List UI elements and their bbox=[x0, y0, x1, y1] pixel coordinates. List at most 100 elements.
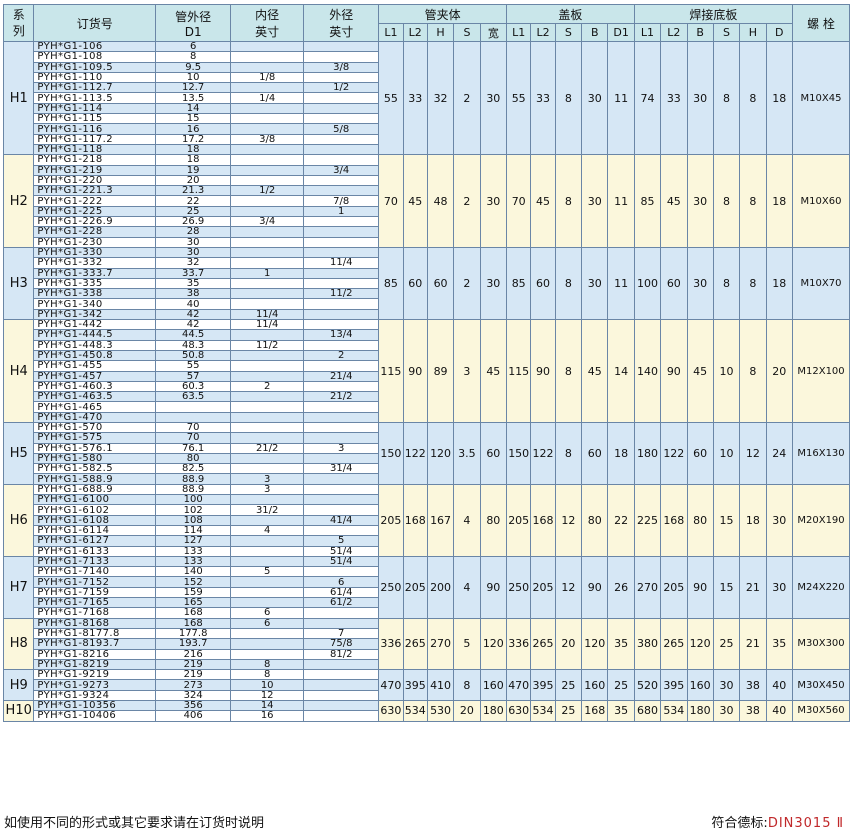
dimension-cell: 85 bbox=[633, 154, 662, 248]
pipe-od-cell: 12.7 bbox=[155, 82, 232, 94]
dimension-cell: 80 bbox=[686, 483, 714, 557]
pipe-od-cell: 44.5 bbox=[155, 329, 232, 341]
outer-dia-cell bbox=[303, 617, 380, 629]
dimension-cell: 90 bbox=[479, 555, 508, 619]
outer-dia-cell bbox=[303, 524, 380, 537]
inner-dia-cell bbox=[230, 277, 305, 290]
order-code-cell: PYH*G1-7168 bbox=[33, 607, 157, 619]
table-row: PYH*G1-575 70 bbox=[4, 432, 850, 444]
dimension-cell: 32 bbox=[426, 40, 455, 156]
dimension-cell: 30 bbox=[581, 40, 609, 156]
table-row: PYH*G1-112.7 12.7 1/2 bbox=[4, 82, 850, 94]
order-code-cell: PYH*G1-8177.8 bbox=[33, 627, 157, 640]
order-code-cell: PYH*G1-108 bbox=[33, 51, 157, 63]
dimension-cell: 534 bbox=[660, 700, 688, 722]
outer-dia-cell: 51/4 bbox=[303, 545, 380, 557]
table-row: H8 PYH*G1-8168 168 6 336 265 270 5 120 336 265 20 12… bbox=[2, 617, 850, 671]
dimension-cell: 12 bbox=[554, 483, 583, 557]
series-cell: H5 bbox=[2, 421, 35, 485]
bolt-cell: M30X450 bbox=[792, 669, 850, 701]
table-row: PYH*G1-108 8 bbox=[4, 51, 850, 63]
outer-dia-cell: 21/2 bbox=[303, 391, 380, 403]
pipe-od-cell: 168 bbox=[155, 617, 232, 629]
inner-dia-cell bbox=[230, 545, 305, 557]
order-code-cell: PYH*G1-335 bbox=[33, 277, 157, 290]
inner-dia-cell bbox=[230, 391, 305, 403]
table-row: H6 PYH*G1-688.9 88.9 3 205 168 167 4 80 205 168 12 8… bbox=[2, 483, 850, 557]
dimension-cell: 60 bbox=[426, 246, 455, 321]
order-code-cell: PYH*G1-8219 bbox=[33, 658, 157, 671]
table-row: PYH*G1-7165 165 61/2 bbox=[4, 597, 850, 609]
dimension-cell: 122 bbox=[530, 421, 556, 485]
dimension-cell: 89 bbox=[426, 319, 455, 423]
order-code-cell: PYH*G1-110 bbox=[33, 71, 157, 84]
table-row: PYH*G1-6114 114 4 bbox=[4, 524, 850, 537]
bolt-cell: M16X130 bbox=[792, 421, 850, 485]
order-code-cell: PYH*G1-225 bbox=[33, 205, 157, 218]
pipe-od-cell: 80 bbox=[155, 452, 232, 465]
outer-dia-cell: 81/2 bbox=[303, 648, 380, 660]
outer-dia-cell: 11/2 bbox=[303, 288, 380, 300]
outer-dia-cell bbox=[303, 102, 380, 115]
table-row: PYH*G1-332 32 11/4 bbox=[4, 257, 850, 269]
table-row: PYH*G1-8177.8 177.8 7 bbox=[4, 627, 850, 640]
inner-dia-cell: 3/4 bbox=[230, 216, 305, 228]
dimension-cell: 18 bbox=[765, 154, 794, 248]
dimension-cell: 45 bbox=[581, 319, 609, 423]
inner-dia-cell: 8 bbox=[230, 669, 305, 681]
inner-dia-cell bbox=[230, 329, 305, 341]
dimension-cell: 168 bbox=[530, 483, 556, 557]
dimension-cell: 85 bbox=[506, 246, 532, 321]
dimension-cell: 250 bbox=[378, 555, 404, 619]
dimension-cell: 24 bbox=[765, 421, 794, 485]
order-code-cell: PYH*G1-444.5 bbox=[33, 329, 157, 341]
outer-dia-cell: 6 bbox=[303, 576, 380, 588]
order-code-cell: PYH*G1-7152 bbox=[33, 576, 157, 588]
dimension-cell: 30 bbox=[765, 555, 794, 619]
dimension-cell: 30 bbox=[686, 246, 714, 321]
inner-dia-cell bbox=[230, 143, 305, 156]
inner-dia-cell bbox=[230, 154, 305, 166]
pipe-od-cell: 216 bbox=[155, 648, 232, 660]
dimension-cell: 4 bbox=[453, 555, 481, 619]
dimension-cell: 180 bbox=[479, 700, 508, 722]
inner-dia-cell: 10 bbox=[230, 679, 305, 691]
subcol-8: B bbox=[581, 23, 609, 42]
dimension-cell: 15 bbox=[712, 483, 741, 557]
order-code-cell: PYH*G1-9324 bbox=[33, 689, 157, 702]
outer-dia-cell bbox=[303, 473, 380, 485]
outer-dia-cell: 1 bbox=[303, 205, 380, 218]
order-code-cell: PYH*G1-8216 bbox=[33, 648, 157, 660]
pipe-od-cell: 8 bbox=[155, 51, 232, 63]
dimension-cell: 60 bbox=[479, 421, 508, 485]
dimension-cell: 21 bbox=[739, 617, 767, 671]
dimension-cell: 336 bbox=[378, 617, 404, 671]
inner-dia-cell: 2 bbox=[230, 380, 305, 393]
order-code-cell: PYH*G1-10406 bbox=[33, 710, 157, 722]
table-row: PYH*G1-465 bbox=[4, 401, 850, 413]
dimension-cell: 90 bbox=[660, 319, 688, 423]
dimension-cell: 8 bbox=[712, 246, 741, 321]
pipe-od-cell: 273 bbox=[155, 679, 232, 691]
dimension-cell: 25 bbox=[607, 669, 635, 701]
order-code-cell: PYH*G1-220 bbox=[33, 174, 157, 187]
table-row: H3 PYH*G1-330 30 85 60 60 2 30 85 60 8 30 11 100 60 30 8… bbox=[2, 246, 850, 321]
order-code-cell: PYH*G1-228 bbox=[33, 226, 157, 238]
dimension-cell: 70 bbox=[378, 154, 404, 248]
inner-dia-cell bbox=[230, 288, 305, 300]
outer-dia-cell bbox=[303, 452, 380, 465]
order-code-cell: PYH*G1-226.9 bbox=[33, 216, 157, 228]
order-code-cell: PYH*G1-6102 bbox=[33, 504, 157, 516]
table-row: PYH*G1-220 20 bbox=[4, 174, 850, 187]
outer-dia-cell: 7 bbox=[303, 627, 380, 640]
pipe-od-cell: 30 bbox=[155, 246, 232, 259]
order-code-cell: PYH*G1-575 bbox=[33, 432, 157, 444]
dimension-cell: 25 bbox=[554, 700, 583, 722]
order-code-cell: PYH*G1-221.3 bbox=[33, 185, 157, 197]
order-code-cell: PYH*G1-115 bbox=[33, 113, 157, 125]
dimension-cell: 205 bbox=[402, 555, 428, 619]
table-row: PYH*G1-113.5 13.5 1/4 bbox=[4, 92, 850, 104]
outer-dia-sub: 英寸 bbox=[329, 25, 354, 39]
order-code-cell: PYH*G1-112.7 bbox=[33, 82, 157, 94]
dimension-cell: 8 bbox=[712, 40, 741, 156]
